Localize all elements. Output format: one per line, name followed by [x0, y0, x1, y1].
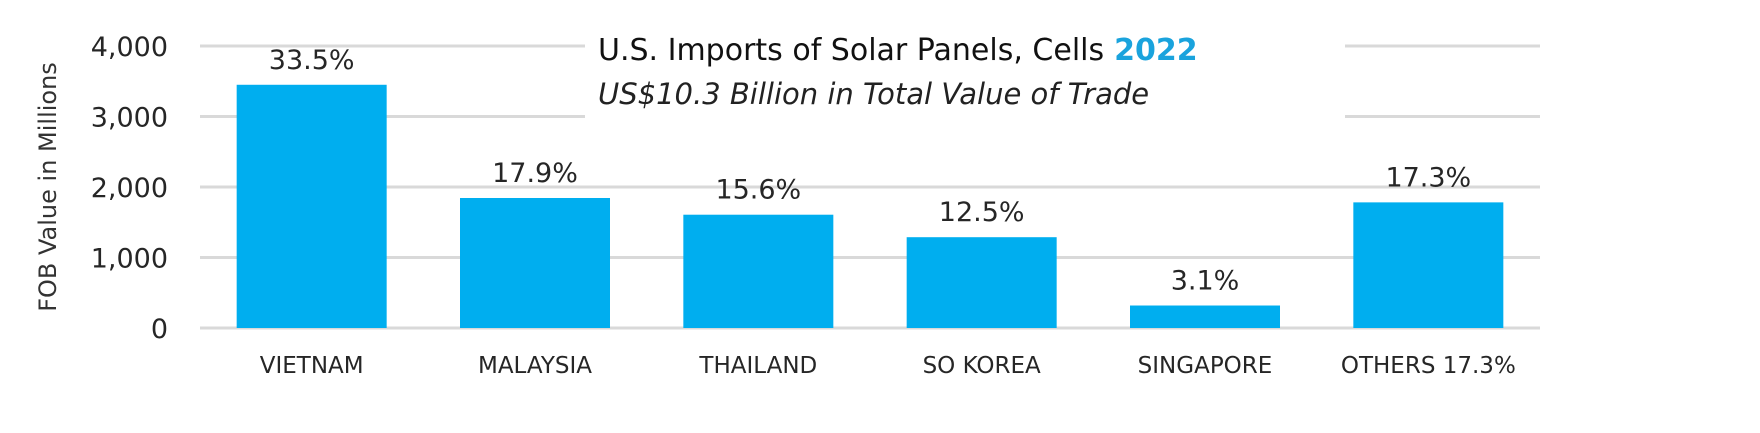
x-tick-label: MALAYSIA	[478, 353, 592, 379]
x-tick-label: VIETNAM	[260, 353, 364, 379]
bar	[236, 84, 387, 329]
y-tick-label: 3,000	[91, 103, 168, 134]
chart-title: U.S. Imports of Solar Panels, Cells 2022	[598, 33, 1198, 68]
data-label: 15.6%	[715, 175, 801, 206]
y-axis-label: FOB Value in Millions	[34, 62, 62, 312]
x-tick-label: OTHERS 17.3%	[1341, 353, 1516, 379]
x-tick-label: SINGAPORE	[1138, 353, 1273, 379]
data-label: 17.3%	[1385, 162, 1471, 193]
bar	[460, 197, 610, 328]
bar	[683, 214, 834, 328]
title-background	[585, 20, 1345, 118]
chart-subtitle: US$10.3 Billion in Total Value of Trade	[598, 77, 1149, 111]
y-tick-label: 1,000	[91, 244, 168, 275]
y-tick-label: 4,000	[91, 32, 168, 63]
data-label: 12.5%	[939, 197, 1025, 228]
bar	[1353, 202, 1504, 328]
data-label: 33.5%	[269, 45, 355, 76]
x-tick-label: THAILAND	[698, 353, 817, 379]
x-tick-label: SO KOREA	[923, 353, 1041, 379]
data-label: 17.9%	[492, 158, 578, 189]
chart-title-year: 2022	[1114, 33, 1198, 68]
chart-title-text: U.S. Imports of Solar Panels, Cells	[598, 33, 1104, 68]
y-tick-label: 2,000	[91, 173, 168, 204]
bar	[1130, 305, 1280, 328]
data-label: 3.1%	[1171, 266, 1240, 297]
bar	[906, 237, 1057, 328]
y-tick-label: 0	[151, 314, 168, 345]
